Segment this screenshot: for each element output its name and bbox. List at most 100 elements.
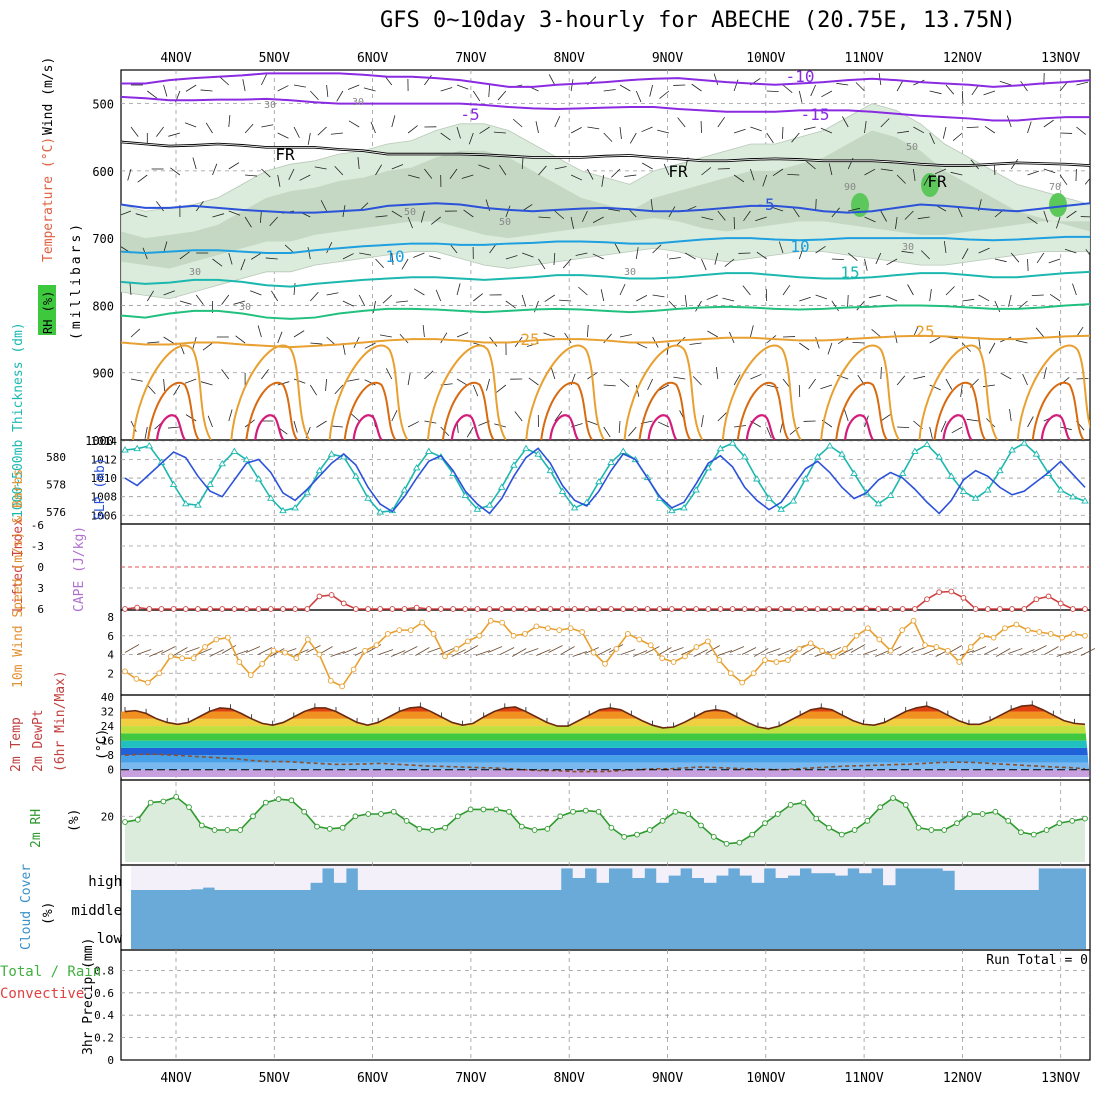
date-label-bottom: 13NOV <box>1041 1071 1080 1086</box>
temp-tick: 16 <box>101 735 114 748</box>
wind-tick: 8 <box>107 611 114 624</box>
wind-barb <box>685 252 696 260</box>
wind-barb <box>497 90 507 101</box>
wind-barb-10m <box>149 650 164 657</box>
wind-speed-point <box>830 653 837 660</box>
cloud-high-gap <box>835 866 848 876</box>
wind-barb <box>1043 168 1056 174</box>
cloud-high-gap <box>918 866 932 869</box>
wind-barb <box>521 157 524 170</box>
wind-speed-point <box>510 632 517 639</box>
thickness-point <box>473 505 482 512</box>
isotherm-40-loop <box>155 414 186 440</box>
cloud-high-gap <box>453 866 466 890</box>
thickness-point <box>412 464 421 471</box>
rh2m-point <box>659 818 666 824</box>
wind-barb <box>130 378 143 382</box>
rh2m-area <box>125 796 1085 862</box>
rh2m-point <box>1069 818 1076 824</box>
cloud-high-gap <box>859 866 872 874</box>
wind-barb <box>538 258 546 270</box>
cape-li-panel <box>121 566 1090 612</box>
thickness-point <box>1032 450 1041 457</box>
wind-barb <box>978 247 990 254</box>
lifted-index-point <box>304 606 311 612</box>
wind-barb <box>603 132 613 142</box>
wind-barb <box>1093 91 1100 96</box>
wind-barb <box>219 76 230 86</box>
rh2m-point <box>877 804 884 810</box>
wind-barb <box>550 367 556 380</box>
lifted-index-point <box>207 606 213 612</box>
wind-barb <box>1010 252 1020 263</box>
wind-barb-10m <box>475 650 491 656</box>
date-label-bottom: 7NOV <box>455 1071 486 1086</box>
lifted-index-point <box>134 604 141 611</box>
wind-barb <box>228 409 233 422</box>
isotherm-30-loop <box>623 344 704 440</box>
lifted-index-point <box>389 606 396 612</box>
wind-barb <box>762 174 768 187</box>
rh2m-point <box>160 798 167 805</box>
cloud-high-gap <box>656 866 669 883</box>
wind-barb <box>250 290 262 296</box>
wind-barb <box>257 325 262 338</box>
thickness-point <box>704 464 713 471</box>
cloud-high-gap <box>704 866 717 883</box>
thickness-tick: 580 <box>46 451 66 464</box>
wind-barb <box>364 342 376 349</box>
lifted-index-point <box>863 605 870 612</box>
wind-barb-10m <box>451 649 466 657</box>
isotherm-40-loop <box>254 414 285 440</box>
wind-speed-point <box>1070 631 1077 637</box>
lifted-index-point <box>523 606 529 612</box>
thickness-point <box>826 442 834 449</box>
wind-barb <box>456 283 461 296</box>
wind-barb <box>310 291 319 302</box>
wind-barb-10m <box>245 646 261 653</box>
lifted-index-point <box>158 606 165 612</box>
isotherm-30-loop <box>820 344 900 440</box>
cloud-high-gap <box>536 866 550 890</box>
isotherm-label: 10 <box>385 247 404 266</box>
wind-barb <box>288 168 295 180</box>
wind-barb <box>1008 294 1012 307</box>
wind-speed-point <box>922 642 928 648</box>
wind-barb <box>871 328 882 338</box>
wind-speed-point <box>385 631 391 637</box>
wind-barb <box>1043 119 1054 128</box>
wind-barb <box>251 252 262 260</box>
wind-tick: 6 <box>107 630 114 643</box>
isotherm-40-loop <box>942 414 973 440</box>
lifted-index-point <box>195 606 201 612</box>
wind-barb <box>277 174 281 187</box>
wind-speed-point <box>499 619 505 626</box>
wind-speed-point <box>716 657 723 663</box>
lifted-index-point <box>146 606 153 612</box>
thickness-point <box>728 439 737 446</box>
wind-barb <box>505 255 518 260</box>
wind-barb <box>478 164 490 170</box>
wind-barb <box>261 74 268 86</box>
thickness-point <box>898 469 907 476</box>
wind-barb <box>1072 283 1077 296</box>
wind-barb <box>815 294 828 300</box>
wind-barb-10m <box>221 645 236 654</box>
wind-barb <box>875 252 882 265</box>
isotherm-label: 25 <box>915 322 934 341</box>
cloud-high-gap <box>978 866 991 890</box>
rh-contour-label: 70 <box>1049 182 1061 193</box>
wind-barb <box>325 378 327 391</box>
wind-barb <box>440 132 451 141</box>
wind-barb-10m <box>899 647 914 656</box>
cloud-high-gap <box>596 866 609 883</box>
wind-barb <box>130 126 139 137</box>
rh2m-point <box>928 827 935 833</box>
wind-barb <box>359 252 372 256</box>
wind-barb-10m <box>512 648 527 657</box>
cloud-high-gap <box>990 866 1003 890</box>
slp-line <box>124 447 1086 515</box>
wind-barb <box>619 334 632 338</box>
lifted-index-point <box>608 606 614 612</box>
wind-barb <box>907 284 914 296</box>
